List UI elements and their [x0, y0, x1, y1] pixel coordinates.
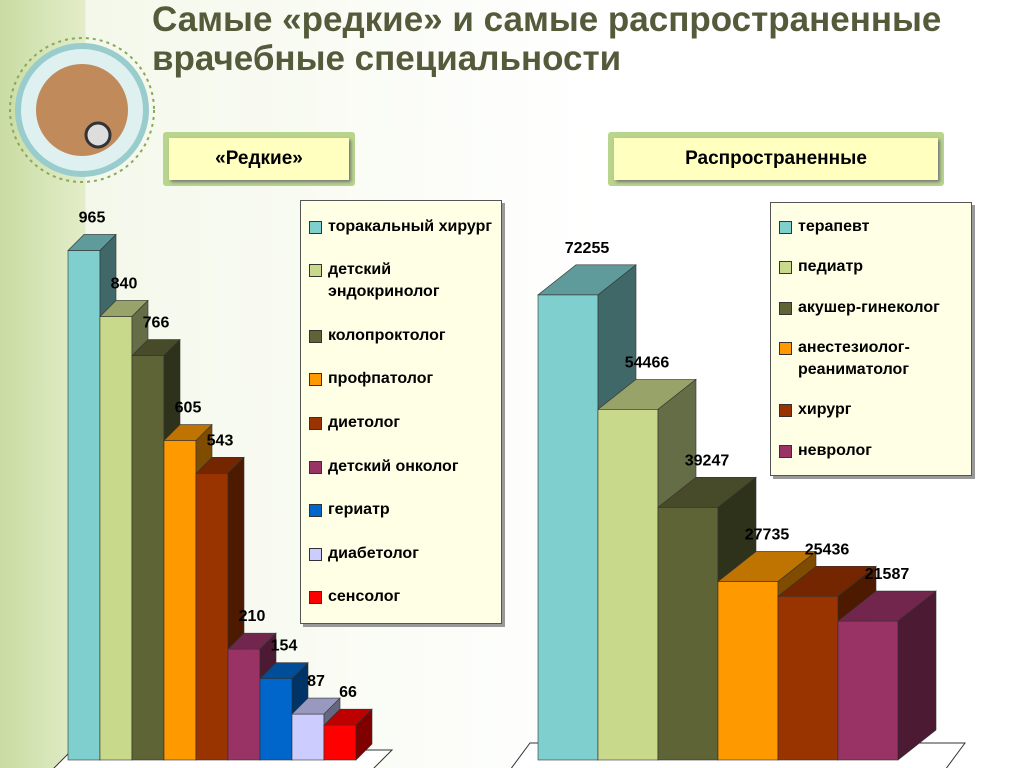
legend-item: детский эндокринолог	[309, 259, 493, 303]
bar	[837, 620, 899, 761]
legend-label: невролог	[798, 441, 872, 459]
header-box: Распространенные	[608, 132, 944, 186]
legend-swatch	[779, 342, 792, 356]
legend-swatch	[309, 220, 322, 234]
bar	[67, 250, 101, 761]
bar	[99, 316, 133, 761]
data-label: 840	[111, 275, 138, 292]
legend-label: детский эндокринолог	[328, 261, 440, 301]
legend-item: сенсолог	[309, 586, 493, 608]
data-label: 154	[271, 638, 298, 655]
bar	[657, 507, 719, 761]
legend: торакальный хирург детский эндокринолог ко…	[300, 200, 502, 624]
bar	[323, 724, 357, 761]
legend-item: торакальный хирург	[309, 216, 493, 238]
legend-label: хирург	[798, 401, 852, 419]
chart-title: Распространенные	[614, 138, 938, 180]
legend-label: диетолог	[328, 413, 401, 431]
data-label: 766	[143, 315, 170, 332]
bar	[195, 472, 229, 761]
legend-swatch	[779, 404, 792, 418]
legend-item: профпатолог	[309, 368, 493, 390]
chart-title: «Редкие»	[169, 138, 349, 180]
legend-item: невролог	[779, 440, 963, 462]
legend-label: торакальный хирург	[328, 217, 493, 235]
legend-item: хирург	[779, 399, 963, 421]
bar	[717, 581, 779, 761]
legend-swatch	[309, 329, 322, 343]
legend-item: анестезиолог-реаниматолог	[779, 337, 963, 381]
data-label: 543	[207, 432, 234, 449]
legend-item: акушер-гинеколог	[779, 297, 963, 319]
legend-label: сенсолог	[328, 588, 401, 606]
bar	[131, 355, 165, 761]
legend: терапевт педиатр акушер-гинеколог анестезио…	[770, 202, 972, 476]
bar-side	[355, 708, 373, 761]
legend-item: диабетолог	[309, 543, 493, 565]
bar-side	[897, 590, 937, 761]
data-label: 72255	[565, 240, 610, 257]
data-label: 210	[239, 608, 266, 625]
legend-swatch	[779, 221, 792, 235]
slide-title: Самые «редкие» и самые распространенные …	[152, 0, 942, 78]
data-label: 87	[307, 673, 325, 690]
legend-swatch	[309, 547, 322, 561]
legend-swatch	[779, 301, 792, 315]
legend-swatch	[309, 460, 322, 474]
legend-label: диабетолог	[328, 544, 419, 562]
bar	[291, 713, 325, 761]
bar	[597, 409, 659, 761]
legend-label: профпатолог	[328, 370, 434, 388]
bar	[537, 294, 599, 761]
legend-item: диетолог	[309, 412, 493, 434]
data-label: 21587	[865, 566, 910, 583]
data-label: 54466	[625, 354, 670, 371]
legend-item: детский онколог	[309, 456, 493, 478]
data-label: 25436	[805, 541, 850, 558]
legend-swatch	[779, 261, 792, 275]
header-box: «Редкие»	[163, 132, 355, 186]
legend-label: гериатр	[328, 501, 390, 519]
legend-swatch	[779, 444, 792, 458]
legend-swatch	[309, 504, 322, 518]
legend-item: колопроктолог	[309, 325, 493, 347]
legend-item: педиатр	[779, 256, 963, 278]
legend-item: терапевт	[779, 216, 963, 238]
data-label: 605	[175, 400, 202, 417]
legend-label: детский онколог	[328, 457, 459, 475]
legend-label: колопроктолог	[328, 326, 446, 344]
data-label: 27735	[745, 526, 790, 543]
data-label: 965	[79, 209, 106, 226]
bar	[777, 595, 839, 761]
legend-label: педиатр	[798, 258, 864, 276]
legend-swatch	[309, 373, 322, 387]
legend-swatch	[309, 264, 322, 278]
legend-label: терапевт	[798, 218, 870, 236]
legend-label: анестезиолог-реаниматолог	[798, 339, 910, 379]
bar	[259, 678, 293, 761]
legend-swatch	[309, 591, 322, 605]
legend-item: гериатр	[309, 499, 493, 521]
data-label: 66	[339, 684, 357, 701]
logo	[9, 37, 155, 183]
bar	[163, 440, 197, 761]
legend-label: акушер-гинеколог	[798, 298, 940, 316]
bar	[227, 648, 261, 761]
legend-swatch	[309, 416, 322, 430]
data-label: 39247	[685, 452, 730, 469]
